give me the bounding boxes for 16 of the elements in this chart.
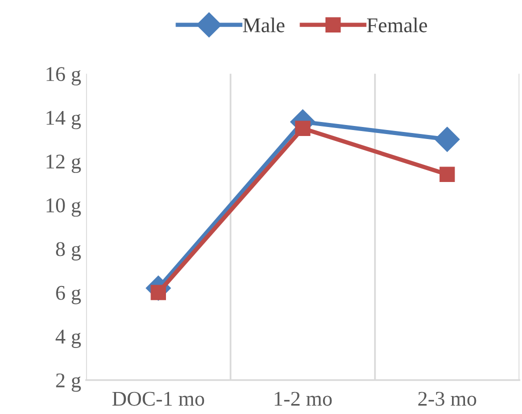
point xyxy=(295,120,310,136)
y-tick-label: 8 g xyxy=(56,242,81,260)
point xyxy=(440,166,455,182)
point xyxy=(434,126,460,152)
y-tick-label: 10 g xyxy=(46,198,81,217)
legend-label: Female xyxy=(367,18,428,32)
x-tick-label: 2-3 mo xyxy=(418,392,476,406)
y-tick-label: 16 g xyxy=(46,67,81,86)
x-tick-label: DOC-1 mo xyxy=(112,392,204,406)
y-tick-label: 12 g xyxy=(46,154,81,173)
y-tick-label: 6 g xyxy=(56,286,81,304)
y-tick-label: 14 g xyxy=(46,110,81,130)
y-tick-label: 2 g xyxy=(56,373,81,392)
x-tick-label: 1-2 mo xyxy=(274,392,332,406)
legend-label: Male xyxy=(242,18,284,32)
y-tick-label: 4 g xyxy=(56,330,81,348)
